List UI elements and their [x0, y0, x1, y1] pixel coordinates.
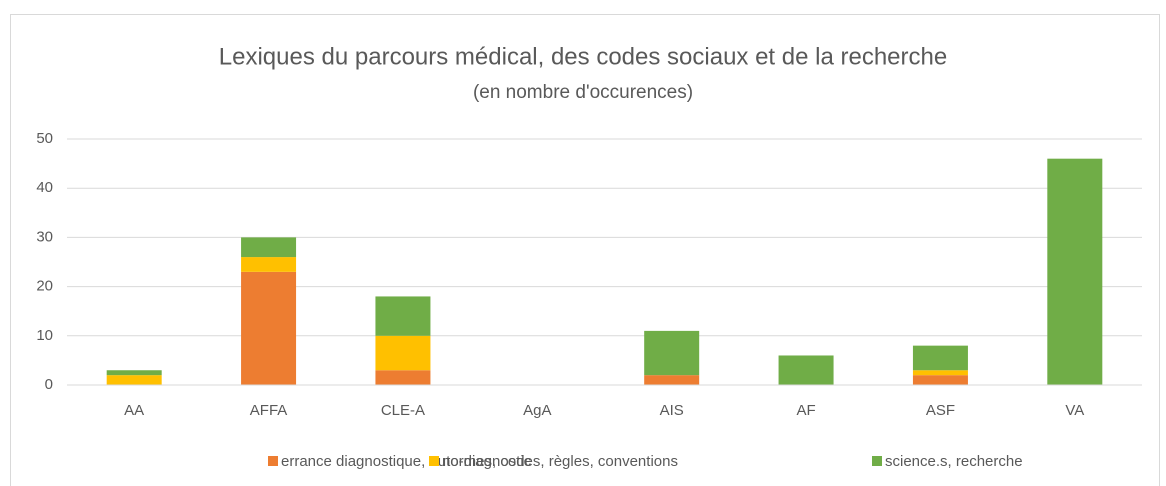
- legend-swatch: [429, 456, 439, 466]
- x-tick-label: ASF: [926, 402, 955, 419]
- x-tick-label: AF: [796, 402, 815, 419]
- y-tick-label: 10: [36, 327, 53, 344]
- legend-label: normes, codes, règles, conventions: [442, 453, 678, 470]
- bar-segment: [1047, 158, 1103, 385]
- x-tick-label: CLE-A: [381, 402, 425, 419]
- x-tick-label: VA: [1065, 402, 1084, 419]
- bar-segment: [241, 257, 297, 272]
- y-tick-label: 0: [45, 376, 53, 393]
- legend-swatch: [872, 456, 882, 466]
- y-tick-label: 40: [36, 179, 53, 196]
- y-tick-label: 50: [36, 130, 53, 147]
- x-tick-label: AIS: [660, 402, 684, 419]
- y-tick-label: 20: [36, 278, 53, 295]
- bar-segment: [375, 370, 431, 385]
- chart-title: Lexiques du parcours médical, des codes …: [219, 43, 947, 70]
- bar-segment: [912, 370, 968, 376]
- bar-segment: [912, 345, 968, 371]
- chart-frame: [10, 14, 1160, 486]
- x-tick-label: AA: [124, 402, 144, 419]
- bar-segment: [644, 330, 700, 376]
- legend-label: science.s, recherche: [885, 453, 1023, 470]
- bar-segment: [912, 375, 968, 385]
- legend-label: errance diagnostique, auto-diagnostic: [281, 453, 532, 470]
- bar-segment: [106, 375, 162, 385]
- bar-segment: [778, 355, 834, 385]
- chart-subtitle: (en nombre d'occurences): [473, 82, 693, 103]
- x-tick-label: AgA: [523, 402, 551, 419]
- y-tick-label: 30: [36, 228, 53, 245]
- legend-swatch: [268, 456, 278, 466]
- bar-segment: [241, 271, 297, 385]
- bar-segment: [375, 296, 431, 336]
- bar-segment: [106, 370, 162, 376]
- bar-segment: [644, 375, 700, 385]
- bar-segment: [375, 335, 431, 371]
- x-tick-label: AFFA: [250, 402, 288, 419]
- bar-segment: [241, 237, 297, 258]
